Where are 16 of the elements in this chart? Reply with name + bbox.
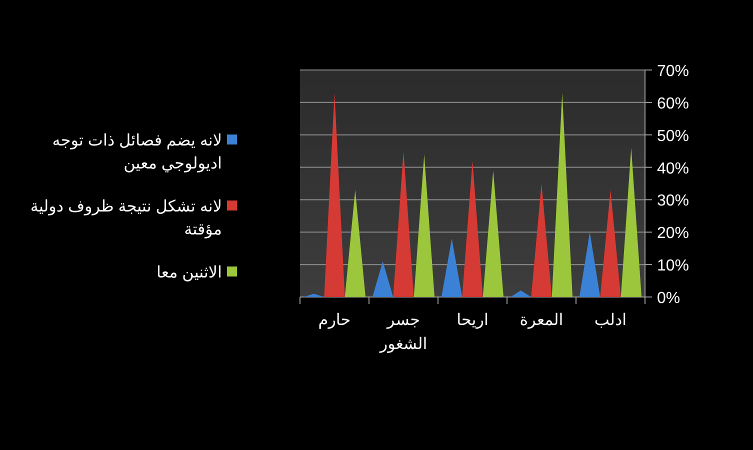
- y-tick-label: 30%: [657, 192, 690, 210]
- x-tick-label: ادلب: [594, 312, 627, 329]
- y-tick-label: 0%: [657, 290, 680, 307]
- x-tick-label: حارم: [318, 312, 351, 329]
- legend-label: لانه تشكل نتيجة ظروف دولية مؤقتة: [30, 198, 222, 238]
- legend-label: لانه يضم فصائل ذات توجه اديولوجي معين: [52, 132, 222, 172]
- x-tick-label: المعرة: [520, 312, 564, 329]
- y-tick-label: 50%: [657, 128, 690, 145]
- x-tick-label: جسر الشغور: [378, 312, 428, 353]
- legend-label: الاثنين معا: [156, 264, 222, 282]
- y-tick-label: 70%: [657, 63, 690, 80]
- y-tick-label: 10%: [657, 258, 690, 275]
- x-tick-label: اريحا: [456, 312, 488, 329]
- y-tick-label: 40%: [657, 160, 690, 178]
- y-tick-label: 20%: [657, 225, 690, 242]
- y-tick-label: 60%: [657, 95, 690, 112]
